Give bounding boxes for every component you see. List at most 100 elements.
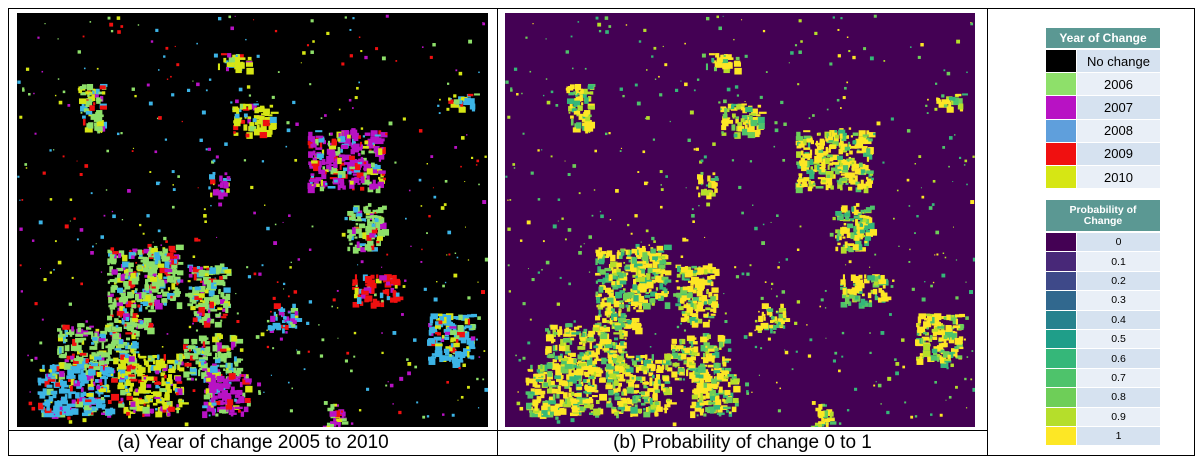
map-patch [648, 279, 656, 284]
map-speck [599, 210, 602, 213]
map-speck [261, 264, 264, 267]
map-patch [253, 103, 259, 106]
map-speck [421, 46, 424, 48]
map-speck [116, 132, 120, 136]
map-patch [663, 407, 669, 411]
map-patch [129, 262, 134, 268]
map-patch [43, 412, 51, 418]
map-patch [676, 286, 681, 290]
map-speck [741, 19, 743, 21]
map-patch [223, 303, 229, 308]
map-patch [568, 387, 572, 392]
map-patch [851, 206, 855, 212]
map-speck [158, 181, 161, 184]
map-patch [353, 159, 359, 164]
map-patch [625, 364, 630, 369]
map-patch [323, 184, 328, 187]
map-patch [107, 399, 112, 405]
map-patch [427, 339, 432, 346]
map-patch [604, 278, 611, 283]
map-patch [695, 309, 699, 314]
map-patch [76, 363, 85, 369]
map-patch [808, 183, 814, 189]
map-speck [131, 87, 135, 91]
map-patch [818, 404, 823, 410]
map-patch [617, 406, 625, 410]
map-patch [701, 295, 708, 302]
map-patch [562, 345, 570, 352]
map-patch [711, 182, 717, 189]
map-patch [852, 132, 859, 136]
map-patch [326, 164, 331, 170]
map-patch [928, 338, 933, 342]
map-patch [457, 337, 461, 341]
map-patch [950, 353, 958, 357]
map-patch [561, 359, 568, 364]
map-patch [156, 354, 160, 360]
map-speck [714, 176, 719, 180]
map-speck [651, 55, 654, 58]
map-patch [709, 409, 715, 414]
map-speck [464, 226, 466, 228]
map-patch [626, 397, 630, 401]
map-patch [86, 91, 93, 95]
map-speck [820, 298, 824, 302]
map-patch [126, 374, 135, 377]
map-patch [44, 408, 52, 414]
map-speck [529, 70, 532, 73]
map-patch [192, 317, 198, 323]
map-patch [627, 399, 633, 405]
map-speck [918, 155, 922, 158]
map-patch [619, 318, 626, 322]
map-patch [375, 186, 381, 194]
map-patch [735, 116, 740, 120]
map-speck [454, 252, 457, 254]
map-patch [178, 401, 183, 408]
map-patch [354, 165, 361, 171]
map-patch [366, 168, 373, 175]
map-speck [71, 276, 74, 279]
map-patch [697, 287, 704, 291]
map-patch [198, 369, 201, 377]
map-patch [202, 356, 208, 361]
map-patch [547, 379, 552, 386]
map-patch [70, 385, 73, 392]
map-speck [537, 198, 541, 201]
map-patch [129, 406, 137, 410]
map-speck [252, 118, 257, 123]
map-speck [69, 198, 73, 201]
map-patch [600, 333, 608, 340]
map-patch [576, 386, 583, 390]
map-patch [600, 302, 605, 308]
map-speck [142, 232, 145, 235]
map-patch [80, 369, 84, 376]
map-speck [774, 121, 778, 125]
map-patch [84, 127, 93, 133]
map-patch [107, 291, 111, 296]
map-speck [62, 90, 66, 94]
map-patch [618, 322, 626, 328]
map-patch [558, 378, 563, 386]
map-patch [245, 376, 249, 379]
map-patch [565, 323, 573, 328]
map-patch [194, 296, 203, 300]
map-patch [269, 327, 273, 331]
map-patch [643, 359, 652, 367]
map-patch [90, 406, 96, 411]
map-patch [583, 391, 587, 394]
map-speck [89, 405, 92, 408]
map-speck [206, 319, 210, 323]
map-patch [818, 421, 826, 424]
map-patch [722, 113, 728, 119]
map-speck [230, 101, 233, 104]
map-patch [840, 173, 848, 176]
map-patch [712, 60, 717, 64]
map-patch [194, 286, 200, 291]
map-speck [58, 100, 63, 105]
map-patch [646, 260, 649, 264]
map-patch [98, 360, 105, 367]
map-patch [540, 364, 543, 369]
map-speck [749, 160, 753, 163]
map-patch [203, 349, 210, 356]
map-patch [150, 302, 154, 310]
